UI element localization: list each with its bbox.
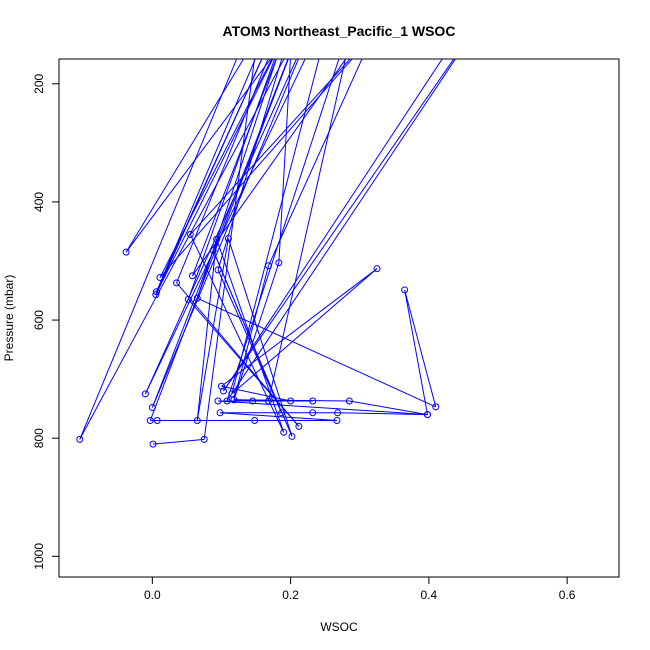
data-point [153,416,161,424]
y-tick-label: 400 [32,192,46,212]
data-point [193,416,201,424]
data-point [288,432,296,440]
series-layer [76,59,457,448]
data-point [345,397,353,405]
data-point [309,409,317,417]
data-point [213,235,221,243]
data-point [264,262,272,270]
series-segment [155,59,263,295]
series-segment [189,59,351,235]
series-segment [152,438,205,445]
data-point [156,274,164,282]
data-point [230,396,238,404]
data-point [186,230,194,238]
series-segment [197,297,436,408]
data-point [146,416,154,424]
data-point [209,246,217,254]
data-point [214,266,222,274]
x-axis: 0.0 0.2 0.4 0.6 [144,577,576,602]
data-point [152,291,160,299]
data-point [423,411,431,419]
series-segment [223,59,443,392]
series-segment [192,59,347,277]
data-point [223,397,231,405]
data-point [264,397,272,405]
data-point [193,294,201,302]
series-segment [125,59,245,253]
data-point [149,440,157,448]
series-segment [149,59,289,421]
series-segment [155,59,274,295]
x-tick-label: 0.0 [144,588,161,602]
data-point [224,235,232,243]
data-point [432,403,440,411]
data-point [278,409,286,417]
series-segment [231,59,320,395]
y-tick-label: 200 [32,73,46,93]
y-axis: 200 400 600 800 1000 [32,73,59,570]
data-point [122,248,130,256]
y-axis-label: Pressure (mbar) [2,275,16,362]
data-point [401,286,409,294]
data-point [309,397,317,405]
data-point [152,288,160,296]
data-point [334,409,342,417]
series-segment [159,59,353,278]
data-point [148,403,156,411]
data-point [214,397,222,405]
y-tick-label: 1000 [32,543,46,570]
series-segment [159,59,273,278]
series-segment [233,265,269,400]
series-segment [144,59,306,395]
data-point [76,435,84,443]
data-point [141,390,149,398]
series-segment [278,59,291,263]
series-segment [223,59,455,392]
data-point [275,259,283,267]
data-point [188,272,196,280]
series-segment [233,262,280,400]
x-tick-label: 0.2 [282,588,299,602]
x-tick-label: 0.6 [559,588,576,602]
series-segment [125,59,272,253]
series-segment [212,250,283,413]
series-segment [226,59,340,402]
y-tick-label: 600 [32,310,46,330]
y-tick-label: 800 [32,428,46,448]
series-segment [176,59,269,284]
data-point [295,422,303,430]
data-point [373,265,381,273]
data-point [220,387,228,395]
x-tick-label: 0.4 [421,588,438,602]
series-segment [221,268,378,387]
data-point [184,295,192,303]
series-segment [349,400,428,416]
series-segment [404,289,428,415]
series-segment [226,59,457,402]
series-segment [196,238,229,421]
data-point [333,416,341,424]
data-point [200,435,208,443]
data-point [173,279,181,287]
data-point [216,409,224,417]
series-segment [231,268,378,395]
series-segment [79,59,238,440]
data-point [280,428,288,436]
data-point [249,397,257,405]
data-point [228,390,236,398]
x-axis-label: WSOC [320,620,358,634]
series-segment [404,289,437,408]
series-segment [187,59,276,300]
series-segment [337,412,428,416]
data-point [287,397,295,405]
series-segment [267,59,346,402]
data-point [251,416,259,424]
series-segment [220,412,337,421]
series-segment [196,239,218,421]
chart-title: ATOM3 Northeast_Pacific_1 WSOC [223,23,456,39]
series-segment [217,400,428,416]
